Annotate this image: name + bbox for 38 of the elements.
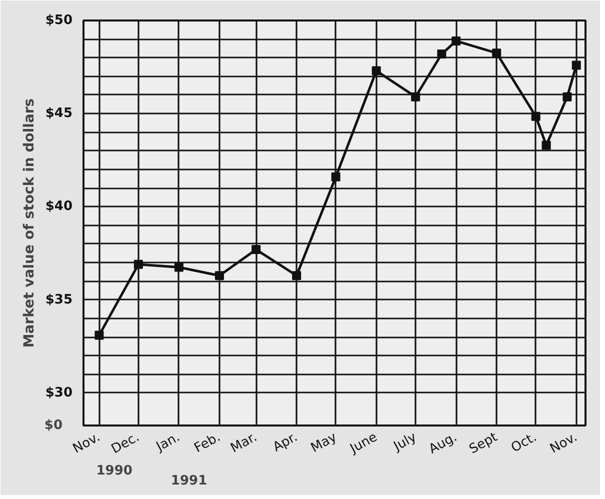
point [252,245,261,254]
x-tick-label: Jan. [153,430,183,456]
point [372,66,381,76]
point [572,60,581,70]
y-tick-label: $30 [45,385,73,400]
text: $0 [44,418,63,433]
point [411,92,420,102]
x-tick-label: Nov. [548,430,580,457]
point [437,50,446,59]
x-tick-label: Nov. [70,430,103,457]
y-tick-label: $40 [45,199,73,214]
x-tick-label: July [390,430,420,455]
point [452,36,461,46]
point [94,330,104,340]
x-tick-label: Apr. [270,430,300,456]
point [134,260,143,269]
y-axis-title: Market value of stock in dollars [21,98,38,348]
text: 1990 [96,464,132,478]
point [292,271,302,280]
x-tick-label: Feb. [192,430,224,456]
point [331,172,340,182]
point [542,140,551,150]
point [531,112,540,121]
point [174,262,184,272]
point [492,48,502,58]
x-tick-label: Oct. [508,430,540,456]
x-tick-label: Mar. [228,430,260,456]
point [214,271,224,280]
y-tick-label: $50 [45,13,73,28]
point [562,92,572,102]
x-tick-label: Sept [467,430,500,458]
x-tick-label: May [308,430,340,456]
x-tick-label: Aug. [426,430,460,458]
y-tick-label: $45 [45,106,73,122]
x-tick-label: June [347,430,380,458]
y-tick-label: $35 [45,292,73,308]
x-tick-label: Dec. [109,430,142,458]
text: 1991 [170,474,208,488]
